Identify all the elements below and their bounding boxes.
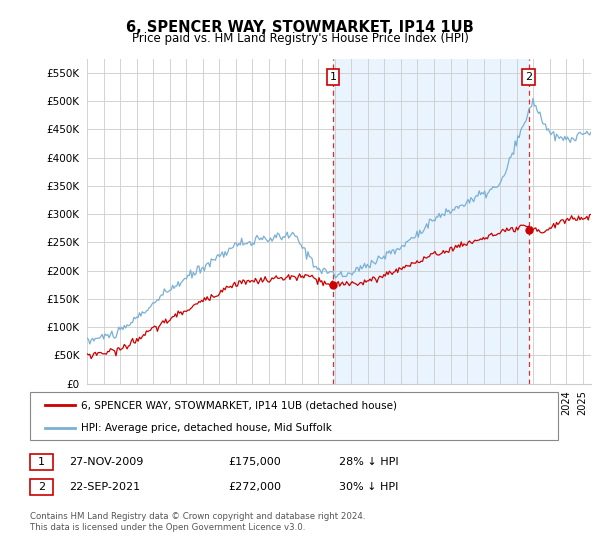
Text: 28% ↓ HPI: 28% ↓ HPI: [339, 457, 398, 467]
Text: 27-NOV-2009: 27-NOV-2009: [69, 457, 143, 467]
Text: HPI: Average price, detached house, Mid Suffolk: HPI: Average price, detached house, Mid …: [81, 423, 332, 433]
Text: 1: 1: [38, 457, 45, 467]
Text: 2: 2: [38, 482, 45, 492]
Text: Price paid vs. HM Land Registry's House Price Index (HPI): Price paid vs. HM Land Registry's House …: [131, 32, 469, 45]
Text: £175,000: £175,000: [228, 457, 281, 467]
Text: 6, SPENCER WAY, STOWMARKET, IP14 1UB (detached house): 6, SPENCER WAY, STOWMARKET, IP14 1UB (de…: [81, 400, 397, 410]
Text: 22-SEP-2021: 22-SEP-2021: [69, 482, 140, 492]
Text: 6, SPENCER WAY, STOWMARKET, IP14 1UB: 6, SPENCER WAY, STOWMARKET, IP14 1UB: [126, 20, 474, 35]
Text: £272,000: £272,000: [228, 482, 281, 492]
Text: 30% ↓ HPI: 30% ↓ HPI: [339, 482, 398, 492]
Text: Contains HM Land Registry data © Crown copyright and database right 2024.
This d: Contains HM Land Registry data © Crown c…: [30, 512, 365, 532]
Text: 1: 1: [330, 72, 337, 82]
Bar: [333, 59, 529, 384]
Text: 2: 2: [525, 72, 532, 82]
